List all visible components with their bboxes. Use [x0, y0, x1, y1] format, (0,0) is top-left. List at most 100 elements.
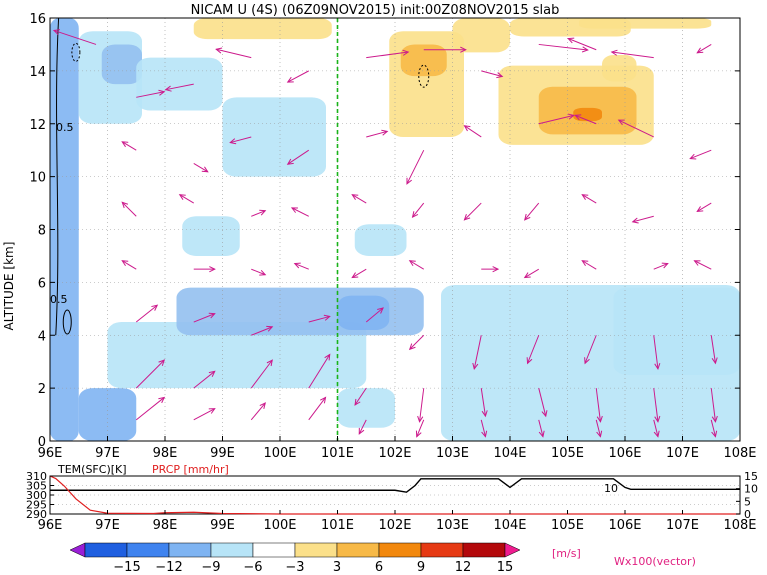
wind-vector-11 — [696, 44, 712, 54]
wind-vector-head — [481, 410, 488, 418]
wind-vector-head — [631, 217, 639, 224]
wind-vector-70 — [308, 396, 327, 421]
x-tick-label: 106E — [608, 446, 641, 461]
wind-vector-12 — [121, 141, 137, 151]
wind-vector-54 — [653, 335, 661, 370]
wind-vector-head — [259, 209, 267, 216]
colorbar-swatch — [378, 542, 422, 558]
wind-vector-40 — [481, 266, 500, 273]
surface-x-tick-label: 99E — [210, 518, 235, 533]
wind-vector-head — [266, 325, 274, 332]
wind-vector-head — [178, 194, 186, 200]
field-patch-12 — [354, 224, 407, 256]
wind-vector-28 — [411, 202, 425, 218]
wind-vector-32 — [631, 215, 654, 224]
surface-x-tick-label: 102E — [378, 518, 411, 533]
wind-vector-shaft — [416, 419, 425, 437]
surface-x-tick-label: 106E — [608, 518, 641, 533]
wind-vector-head — [209, 266, 216, 273]
surface-x-tick-label: 103E — [436, 518, 469, 533]
wind-vector-head — [164, 85, 172, 92]
wind-vector-shaft — [291, 207, 309, 217]
y-tick-label: 6 — [38, 276, 46, 291]
wind-vectors — [52, 29, 718, 438]
wind-vector-62 — [480, 388, 488, 418]
surface-x-tick-label: 98E — [153, 518, 178, 533]
wind-vector-head — [229, 138, 237, 145]
wind-vector-57 — [193, 370, 216, 389]
colorbar-tick-label: −12 — [155, 560, 182, 575]
wind-vector-shaft — [653, 419, 659, 437]
wind-vector-shaft — [584, 335, 597, 364]
wind-vector-head — [711, 415, 718, 423]
wind-vector-0 — [52, 29, 97, 45]
field-patch-9 — [136, 57, 223, 111]
wind-vector-21 — [617, 119, 654, 138]
wind-vector-45 — [135, 304, 159, 323]
colorbar-swatch — [84, 542, 128, 558]
wind-vector-61 — [417, 388, 425, 423]
wind-field-shading — [50, 18, 740, 441]
wind-vector-head — [208, 408, 216, 414]
wind-vector-head — [617, 119, 625, 126]
wind-vector-head — [526, 357, 533, 365]
wind-vector-shaft — [308, 354, 331, 389]
wind-vector-shaft — [710, 335, 716, 364]
wind-vector-30 — [524, 202, 540, 221]
wind-vector-head — [654, 415, 661, 423]
wind-vector-shaft — [632, 215, 654, 223]
colorbar-swatch — [210, 542, 254, 558]
wind-vector-head — [460, 46, 467, 53]
wind-vector-head — [538, 430, 545, 438]
wind-vector-shaft — [473, 335, 482, 369]
wind-vector-53 — [584, 335, 597, 365]
wind-vector-shaft — [527, 335, 540, 364]
wind-vector-head — [408, 343, 416, 351]
wind-vector-56 — [135, 359, 166, 389]
wind-vector-head — [567, 37, 575, 44]
wind-vector-shaft — [193, 370, 216, 389]
wind-vector-head — [415, 430, 422, 438]
field-patch-6 — [337, 388, 395, 428]
wind-vector-shaft — [121, 260, 137, 270]
wind-vector-72 — [415, 419, 425, 438]
wind-vector-4 — [286, 70, 309, 83]
colorbar-tick-label: −6 — [243, 560, 262, 575]
wind-vector-shaft — [538, 388, 547, 417]
colorbar-swatch — [336, 542, 380, 558]
y-tick-label: 8 — [38, 224, 46, 239]
wind-vector-shaft — [308, 397, 326, 421]
field-patch-23 — [602, 55, 637, 82]
wind-vector-head — [693, 260, 701, 266]
colorbar: −15 −12 −9 −6 −3 3 6 9 12 15 — [69, 542, 521, 575]
colorbar-tick-label: −3 — [285, 560, 304, 575]
wind-vector-head — [377, 307, 384, 314]
wind-vector-67 — [135, 396, 166, 421]
wind-vector-shaft — [135, 359, 165, 389]
colorbar-arrow-low — [69, 542, 86, 558]
wind-vector-6 — [423, 46, 467, 53]
wind-vector-24 — [178, 194, 195, 204]
wind-vector-74 — [538, 419, 545, 438]
wind-vector-shaft — [595, 388, 601, 422]
colorbar-tick-label: 9 — [417, 560, 425, 575]
x-tick-label: 107E — [666, 446, 699, 461]
wind-vector-shaft — [581, 260, 597, 270]
wind-vector-head — [406, 177, 413, 185]
colorbar-swatch — [126, 542, 170, 558]
colorbar-swatch — [420, 542, 464, 558]
colorbar-tick-label: 15 — [497, 560, 514, 575]
wind-vector-head — [411, 211, 419, 218]
wind-vector-head — [121, 141, 129, 148]
wind-vector-55 — [710, 335, 718, 365]
wind-vector-shaft — [618, 119, 654, 138]
contour-label-lower: 0.5 — [50, 293, 68, 306]
wind-vector-head — [324, 353, 331, 361]
temperature-tick-label: 295 — [26, 499, 47, 512]
wind-vector-39 — [408, 260, 425, 270]
wind-vector-head — [654, 363, 661, 370]
wind-vector-shaft — [690, 149, 712, 160]
wind-vector-shaft — [538, 43, 588, 51]
